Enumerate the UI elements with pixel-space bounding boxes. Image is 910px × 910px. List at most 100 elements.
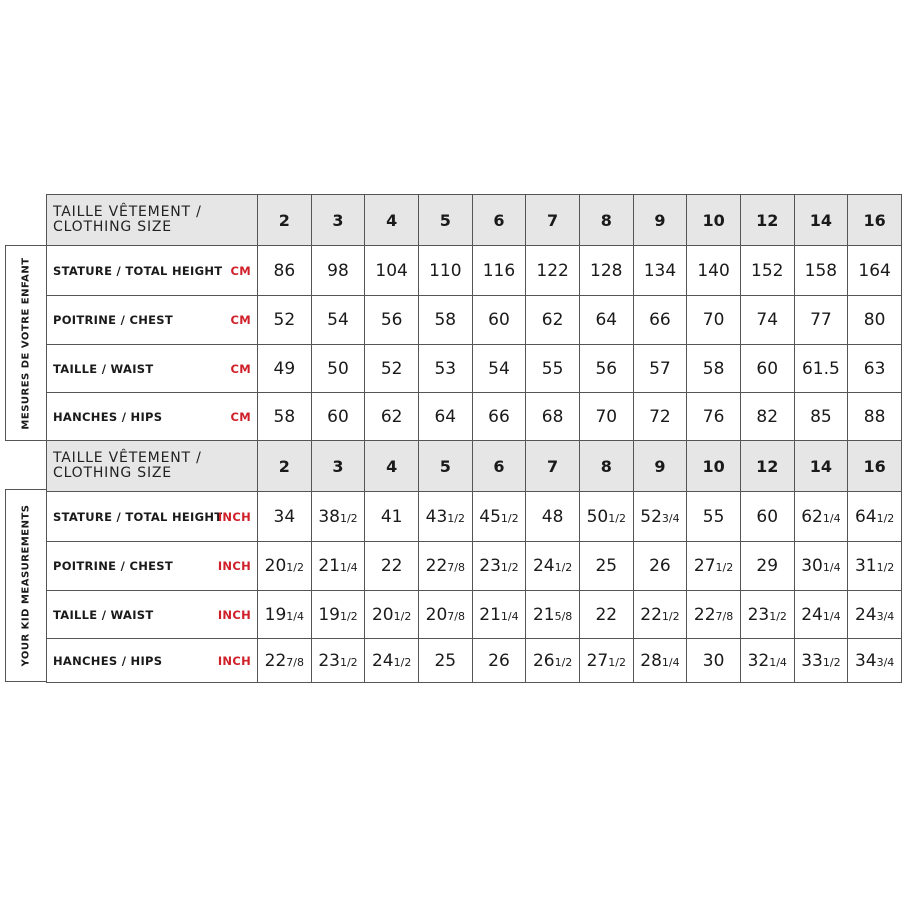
measurement-cell: 331/2 <box>793 638 849 683</box>
measurement-cell: 227/8 <box>686 590 741 639</box>
measurement-cell: 52 <box>257 295 312 345</box>
fraction: 1/4 <box>286 609 304 623</box>
measurement-cell: 56 <box>364 295 419 345</box>
measurement-cell: 30 <box>686 638 741 683</box>
size-header-cell: 4 <box>364 440 419 492</box>
measurement-cell: 221/2 <box>632 590 688 639</box>
measurement-cell: 60 <box>471 295 527 345</box>
measurement-cell: 641/2 <box>847 491 902 542</box>
measurement-cell: 34 <box>257 491 312 542</box>
measurement-cell: 191/4 <box>257 590 312 639</box>
size-header-cell: 10 <box>686 194 741 246</box>
measurement-cell: 110 <box>417 245 473 296</box>
size-header-cell: 7 <box>525 194 580 246</box>
size-header-cell: 16 <box>847 194 902 246</box>
measurement-cell: 22 <box>578 590 634 639</box>
measurement-label: STATURE / TOTAL HEIGHT CM <box>46 245 258 296</box>
size-header-cell: 8 <box>578 194 634 246</box>
measurement-row: HANCHES / HIPS INCH 227/8 231/2 241/2 25 26 261… <box>46 638 902 683</box>
side-label-text: MESURES DE VOTRE ENFANT <box>20 256 32 430</box>
side-label-text: YOUR KID MEASUREMENTS <box>20 504 32 667</box>
unit-label: INCH <box>217 653 251 668</box>
unit-label: INCH <box>217 607 251 622</box>
measurement-cell: 122 <box>525 245 580 296</box>
measurement-label: TAILLE / WAIST INCH <box>46 590 258 639</box>
fraction: 7/8 <box>447 561 465 574</box>
size-header-cell: 6 <box>471 194 527 246</box>
size-header-cell: 2 <box>257 440 312 492</box>
measurement-cell: 70 <box>578 392 634 441</box>
measurement-cell: 55 <box>686 491 741 542</box>
measurement-cell: 98 <box>310 245 366 296</box>
measurement-row: TAILLE / WAIST CM 49 50 52 53 54 55 56 57 58 60 61.5… <box>46 344 902 393</box>
measurement-cell: 26 <box>471 638 527 683</box>
measurement-cell: 431/2 <box>417 491 473 542</box>
measurement-cell: 241/2 <box>364 638 419 683</box>
measurement-cell: 523/4 <box>632 491 688 542</box>
measurement-cell: 54 <box>310 295 366 345</box>
unit-label: INCH <box>217 559 251 573</box>
fraction: 1/2 <box>876 511 895 525</box>
measurement-cell: 501/2 <box>578 491 634 542</box>
size-header-cell: 3 <box>310 440 366 492</box>
measurement-cell: 104 <box>364 245 419 296</box>
fraction: 1/4 <box>822 609 841 623</box>
measurement-cell: 207/8 <box>417 590 473 639</box>
fraction: 1/2 <box>500 511 519 525</box>
size-header-cell: 5 <box>417 440 473 492</box>
measurement-cell: 201/2 <box>257 541 312 591</box>
measurement-row: TAILLE / WAIST INCH 191/4 191/2 201/2 207/8 21… <box>46 590 902 639</box>
measurement-cell: 343/4 <box>847 638 902 683</box>
size-header-label: TAILLE VÊTEMENT / CLOTHING SIZE <box>46 440 258 492</box>
fraction: 1/2 <box>339 511 358 525</box>
measurement-cell: 77 <box>793 295 849 345</box>
fraction: 7/8 <box>447 609 465 623</box>
measurement-cell: 63 <box>847 344 902 393</box>
measurement-cell: 22 <box>364 541 419 591</box>
measurement-cell: 191/2 <box>310 590 366 639</box>
measurement-cell: 451/2 <box>471 491 527 542</box>
size-header-row: TAILLE VÊTEMENT / CLOTHING SIZE 2 3 4 5 6 7 8 9 10… <box>46 440 902 492</box>
fraction: 1/2 <box>554 561 573 574</box>
fraction: 1/4 <box>769 655 787 669</box>
fraction: 1/2 <box>447 511 465 525</box>
size-chart-table: TAILLE VÊTEMENT / CLOTHING SIZE 2 3 4 5 6 7 8 9 10… <box>46 194 902 683</box>
side-label-inch: YOUR KID MEASUREMENTS <box>5 489 46 682</box>
measurement-cell: 227/8 <box>417 541 473 591</box>
measurement-label: HANCHES / HIPS CM <box>46 392 258 441</box>
measurement-cell: 25 <box>578 541 634 591</box>
unit-label: INCH <box>217 509 251 524</box>
measurement-cell: 61.5 <box>793 344 849 393</box>
measurement-cell: 58 <box>257 392 312 441</box>
measurement-cell: 29 <box>739 541 795 591</box>
measurement-cell: 152 <box>739 245 795 296</box>
size-header-cell: 5 <box>417 194 473 246</box>
measurement-row: POITRINE / CHEST INCH 201/2 211/4 22 227/8 231… <box>46 541 902 591</box>
fraction: 3/4 <box>876 609 895 623</box>
measurement-row: POITRINE / CHEST CM 52 54 56 58 60 62 64 66 70 74 77… <box>46 295 902 345</box>
measurement-cell: 271/2 <box>686 541 741 591</box>
measurement-cell: 116 <box>471 245 527 296</box>
measurement-cell: 68 <box>525 392 580 441</box>
size-header-cell: 12 <box>739 194 795 246</box>
size-header-cell: 6 <box>471 440 527 492</box>
measurement-cell: 82 <box>739 392 795 441</box>
size-header-cell: 7 <box>525 440 580 492</box>
measurement-cell: 64 <box>578 295 634 345</box>
measurement-cell: 62 <box>525 295 580 345</box>
size-header-cell: 4 <box>364 194 419 246</box>
measurement-cell: 58 <box>417 295 473 345</box>
size-header-cell: 14 <box>793 194 849 246</box>
measurement-cell: 227/8 <box>257 638 312 683</box>
size-header-cell: 9 <box>632 194 688 246</box>
measurement-cell: 231/2 <box>310 638 366 683</box>
fraction: 7/8 <box>715 609 734 623</box>
measurement-cell: 57 <box>632 344 688 393</box>
fraction: 1/2 <box>339 655 358 669</box>
measurement-cell: 241/2 <box>525 541 580 591</box>
measurement-cell: 55 <box>525 344 580 393</box>
measurement-row: HANCHES / HIPS CM 58 60 62 64 66 68 70 72 76 82 85 88 <box>46 392 902 441</box>
measurement-cell: 88 <box>847 392 902 441</box>
measurement-cell: 66 <box>471 392 527 441</box>
measurement-cell: 52 <box>364 344 419 393</box>
